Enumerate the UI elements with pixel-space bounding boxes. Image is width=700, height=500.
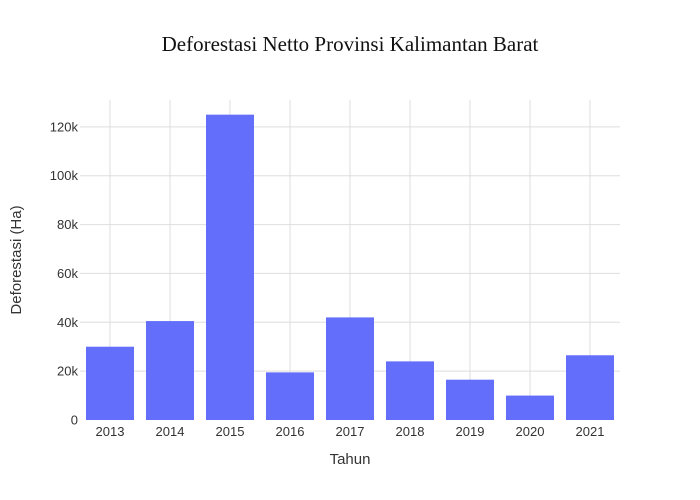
y-tick-label: 0 bbox=[71, 413, 78, 428]
x-tick-label: 2014 bbox=[156, 424, 185, 439]
bar-2016[interactable] bbox=[266, 372, 314, 420]
x-axis-label: Tahun bbox=[330, 451, 371, 468]
x-tick-label: 2021 bbox=[576, 424, 605, 439]
bar-2020[interactable] bbox=[506, 395, 554, 420]
x-tick-label: 2015 bbox=[216, 424, 245, 439]
bar-2014[interactable] bbox=[146, 321, 194, 420]
chart-title: Deforestasi Netto Provinsi Kalimantan Ba… bbox=[162, 32, 539, 56]
bar-2019[interactable] bbox=[446, 379, 494, 420]
x-tick-label: 2013 bbox=[96, 424, 125, 439]
y-tick-label: 20k bbox=[57, 364, 78, 379]
x-tick-label: 2016 bbox=[276, 424, 305, 439]
bar-2013[interactable] bbox=[86, 346, 134, 420]
y-tick-label: 120k bbox=[50, 119, 79, 134]
x-axis-ticks: 2013 2014 2015 2016 2017 2018 2019 2020 2021 bbox=[96, 424, 605, 439]
bar-2021[interactable] bbox=[566, 355, 614, 420]
y-axis-label: Deforestasi (Ha) bbox=[8, 205, 25, 314]
y-axis-ticks: 0 20k 40k 60k 80k 100k 120k bbox=[50, 119, 79, 427]
bar-layer bbox=[86, 114, 614, 420]
y-tick-label: 40k bbox=[57, 315, 78, 330]
bar-2015[interactable] bbox=[206, 114, 254, 420]
bar-2018[interactable] bbox=[386, 361, 434, 420]
x-tick-label: 2019 bbox=[456, 424, 485, 439]
x-tick-label: 2017 bbox=[336, 424, 365, 439]
bar-2017[interactable] bbox=[326, 317, 374, 420]
y-tick-label: 60k bbox=[57, 266, 78, 281]
x-tick-label: 2018 bbox=[396, 424, 425, 439]
y-tick-label: 80k bbox=[57, 217, 78, 232]
x-tick-label: 2020 bbox=[516, 424, 545, 439]
y-tick-label: 100k bbox=[50, 168, 79, 183]
